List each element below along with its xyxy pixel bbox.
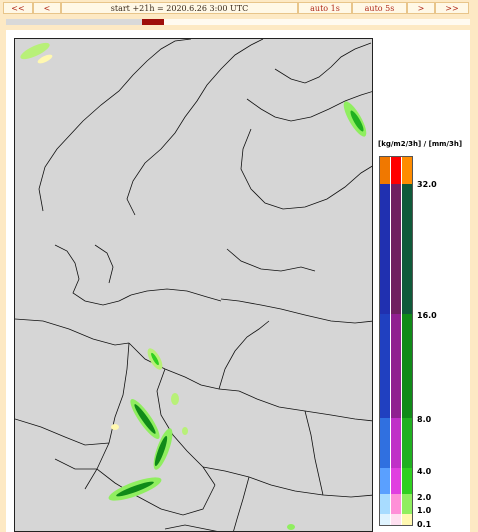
legend-tick: 2.0 (417, 493, 432, 502)
auto-5s-button[interactable]: auto 5s (352, 2, 407, 14)
legend-color-band (402, 418, 412, 468)
current-frame-marker[interactable] (142, 19, 164, 25)
legend-tick: 4.0 (417, 467, 432, 476)
legend-color-band (402, 156, 412, 184)
legend-color-band (402, 514, 412, 526)
timestamp-title: start +21h = 2020.6.26 3:00 UTC (61, 2, 298, 14)
legend-color-band (391, 184, 401, 314)
legend-color-band (380, 156, 390, 184)
legend-color-band (391, 314, 401, 418)
color-scale (379, 156, 413, 526)
first-frame-button[interactable]: << (3, 2, 33, 14)
content-panel: [kg/m2/3h] / [mm/3h] 32.0 16.0 8.0 4.0 2… (6, 30, 470, 532)
legend-title: [kg/m2/3h] / [mm/3h] (378, 140, 463, 148)
europe-base-map (15, 39, 372, 531)
legend-color-band (402, 468, 412, 494)
legend-color-band (391, 156, 401, 184)
legend-color-band (391, 494, 401, 514)
legend-border (379, 156, 413, 526)
legend-tick: 16.0 (417, 311, 437, 320)
legend-color-band (380, 418, 390, 468)
legend-color-band (380, 468, 390, 494)
next-frame-button[interactable]: > (407, 2, 435, 14)
legend-color-band (391, 468, 401, 494)
legend-color-band (380, 314, 390, 418)
frame-progress-bar[interactable] (6, 19, 470, 25)
auto-1s-button[interactable]: auto 1s (298, 2, 352, 14)
last-frame-button[interactable]: >> (435, 2, 469, 14)
legend-tick: 8.0 (417, 415, 432, 424)
previous-frame-button[interactable]: < (33, 2, 61, 14)
legend-color-band (380, 514, 390, 526)
legend-color-band (402, 494, 412, 514)
legend-tick: 32.0 (417, 180, 437, 189)
legend-tick: 1.0 (417, 506, 432, 515)
legend-color-band (391, 418, 401, 468)
legend-color-band (391, 514, 401, 526)
navigation-bar: << < start +21h = 2020.6.26 3:00 UTC aut… (0, 0, 478, 16)
progress-elapsed (6, 19, 164, 25)
precipitation-map (14, 38, 373, 532)
legend-color-band (402, 184, 412, 314)
legend-color-band (380, 494, 390, 514)
legend-tick: 0.1 (417, 520, 432, 529)
legend-color-band (380, 184, 390, 314)
legend-color-band (402, 314, 412, 418)
precipitation-areas (20, 42, 367, 530)
